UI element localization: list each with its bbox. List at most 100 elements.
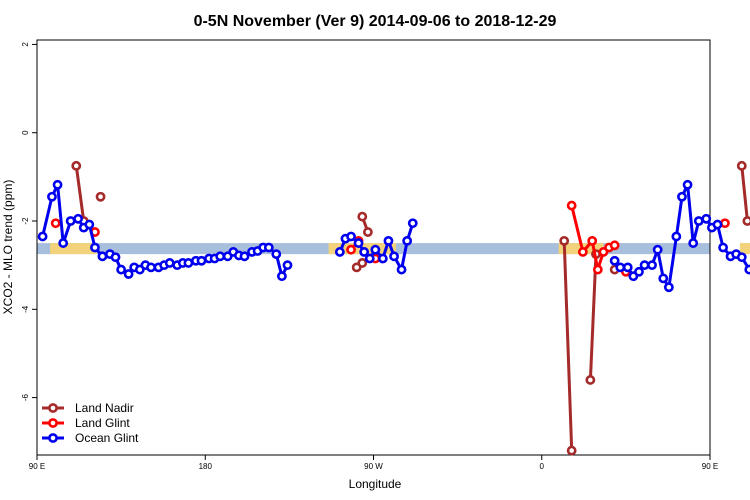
series-land-nadir (71, 160, 750, 456)
data-point-ocean-glint-0-3 (58, 238, 69, 248)
data-point-ocean-glint-2-11 (677, 191, 687, 202)
data-point-ocean-glint-2-8 (658, 273, 669, 284)
x-tick-label-3: 0 (540, 462, 545, 471)
y-tick-label-0: 2 (21, 42, 30, 47)
reference-band-land-0 (50, 243, 97, 255)
data-point-ocean-glint-2-15 (701, 213, 712, 224)
data-point-ocean-glint-0-28 (215, 251, 226, 262)
legend-item-land-glint: Land Glint (42, 416, 130, 430)
data-point-ocean-glint-0-39 (282, 260, 293, 271)
data-point-ocean-glint-1-2 (346, 231, 356, 242)
legend-label-ocean-glint: Ocean Glint (75, 431, 139, 445)
reference-band-land-3 (739, 243, 750, 255)
data-point-ocean-glint-0-38 (276, 271, 287, 282)
x-tick-label-4: 90 E (702, 462, 718, 471)
data-point-land-nadir-4-1 (566, 445, 577, 456)
data-point-ocean-glint-2-4 (634, 266, 644, 277)
data-point-ocean-glint-1-9 (389, 251, 399, 262)
y-tick-label-3: -4 (21, 305, 30, 313)
data-point-ocean-glint-2-18 (718, 242, 728, 253)
data-point-ocean-glint-0-11 (110, 252, 121, 263)
chart-title: 0-5N November (Ver 9) 2014-09-06 to 2018… (194, 13, 557, 30)
data-point-ocean-glint-2-5 (639, 260, 650, 271)
data-point-ocean-glint-2-2 (622, 262, 633, 273)
legend-marker-ocean-glint (48, 433, 58, 443)
data-point-land-glint-6-0 (720, 218, 730, 229)
data-point-ocean-glint-0-4 (65, 216, 76, 226)
data-point-ocean-glint-2-7 (652, 244, 663, 255)
data-point-ocean-glint-0-5 (73, 213, 84, 224)
data-point-ocean-glint-0-7 (84, 219, 95, 230)
data-point-ocean-glint-0-20 (164, 258, 175, 268)
data-point-land-nadir-0-0 (71, 160, 82, 171)
data-point-ocean-glint-1-7 (377, 253, 388, 264)
y-tick-label-1: 0 (21, 130, 30, 135)
y-tick-label-2: -2 (21, 217, 30, 225)
data-point-ocean-glint-0-9 (97, 251, 108, 262)
legend-label-land-nadir: Land Nadir (75, 401, 134, 415)
data-point-ocean-glint-2-9 (663, 282, 674, 293)
legend-item-land-nadir: Land Nadir (42, 401, 134, 415)
data-point-land-glint-0-0 (50, 218, 61, 229)
data-point-land-nadir-7-1 (742, 216, 750, 226)
data-point-ocean-glint-1-4 (359, 247, 370, 257)
legend-item-ocean-glint: Ocean Glint (42, 431, 139, 445)
y-axis: 2 0 -2 -4 -6 (21, 42, 37, 402)
data-point-ocean-glint-2-1 (615, 262, 626, 273)
data-point-ocean-glint-1-5 (364, 253, 375, 264)
series-line-land-nadir-0 (74, 165, 86, 222)
x-tick-label-1: 180 (199, 462, 213, 471)
data-point-land-glint-4-3 (592, 264, 603, 275)
data-point-land-glint-4-6 (609, 240, 620, 251)
data-point-ocean-glint-2-22 (744, 264, 750, 275)
data-point-ocean-glint-2-12 (682, 179, 693, 190)
data-point-land-nadir-2-1 (362, 227, 373, 237)
data-point-ocean-glint-1-6 (370, 244, 381, 255)
data-point-land-glint-4-0 (566, 200, 577, 211)
data-point-land-nadir-3-1 (357, 258, 368, 268)
data-point-ocean-glint-1-0 (334, 247, 345, 257)
y-tick-label-4: -6 (21, 394, 30, 402)
data-point-ocean-glint-0-0 (37, 231, 48, 242)
data-point-ocean-glint-0-8 (90, 242, 100, 253)
data-point-ocean-glint-1-3 (353, 238, 364, 248)
data-point-ocean-glint-0-32 (239, 251, 250, 262)
data-point-ocean-glint-2-21 (736, 252, 747, 263)
data-point-land-glint-2-0 (346, 244, 356, 255)
x-axis: 90 E 180 90 W 0 90 E (29, 455, 718, 471)
data-point-land-nadir-1-0 (95, 191, 106, 202)
data-point-land-nadir-4-0 (559, 235, 570, 246)
data-point-ocean-glint-0-12 (116, 264, 127, 275)
x-axis-label: Longitude (349, 477, 402, 491)
data-point-ocean-glint-0-13 (123, 269, 134, 279)
data-point-ocean-glint-1-8 (383, 235, 394, 246)
data-point-land-nadir-7-0 (736, 160, 747, 171)
data-point-ocean-glint-2-14 (693, 216, 704, 226)
data-point-ocean-glint-2-0 (609, 255, 620, 266)
legend-label-land-glint: Land Glint (75, 416, 130, 430)
data-point-ocean-glint-0-2 (52, 179, 63, 190)
data-point-ocean-glint-0-37 (271, 249, 282, 260)
series-line-land-nadir-5 (588, 254, 598, 380)
data-point-ocean-glint-1-12 (407, 218, 418, 229)
y-axis-label: XCO2 - MLO trend (ppm) (1, 180, 15, 315)
data-point-ocean-glint-2-10 (671, 231, 682, 242)
data-point-ocean-glint-0-36 (263, 242, 274, 253)
legend-marker-land-glint (48, 418, 58, 428)
legend-marker-land-nadir (48, 403, 58, 413)
data-point-land-nadir-2-0 (357, 211, 368, 222)
data-point-ocean-glint-0-25 (196, 255, 207, 266)
data-point-land-glint-4-1 (577, 247, 588, 257)
data-point-ocean-glint-1-10 (396, 264, 407, 275)
series-ocean-glint (37, 179, 750, 293)
series-line-land-nadir-4 (562, 240, 574, 451)
data-point-ocean-glint-0-1 (47, 191, 57, 202)
series-line-land-nadir-7 (740, 165, 749, 222)
data-point-land-nadir-5-0 (585, 375, 596, 385)
data-point-land-glint-4-2 (587, 235, 598, 246)
data-point-ocean-glint-0-23 (183, 258, 194, 268)
data-point-ocean-glint-2-6 (647, 260, 657, 271)
data-point-ocean-glint-2-13 (688, 238, 699, 248)
